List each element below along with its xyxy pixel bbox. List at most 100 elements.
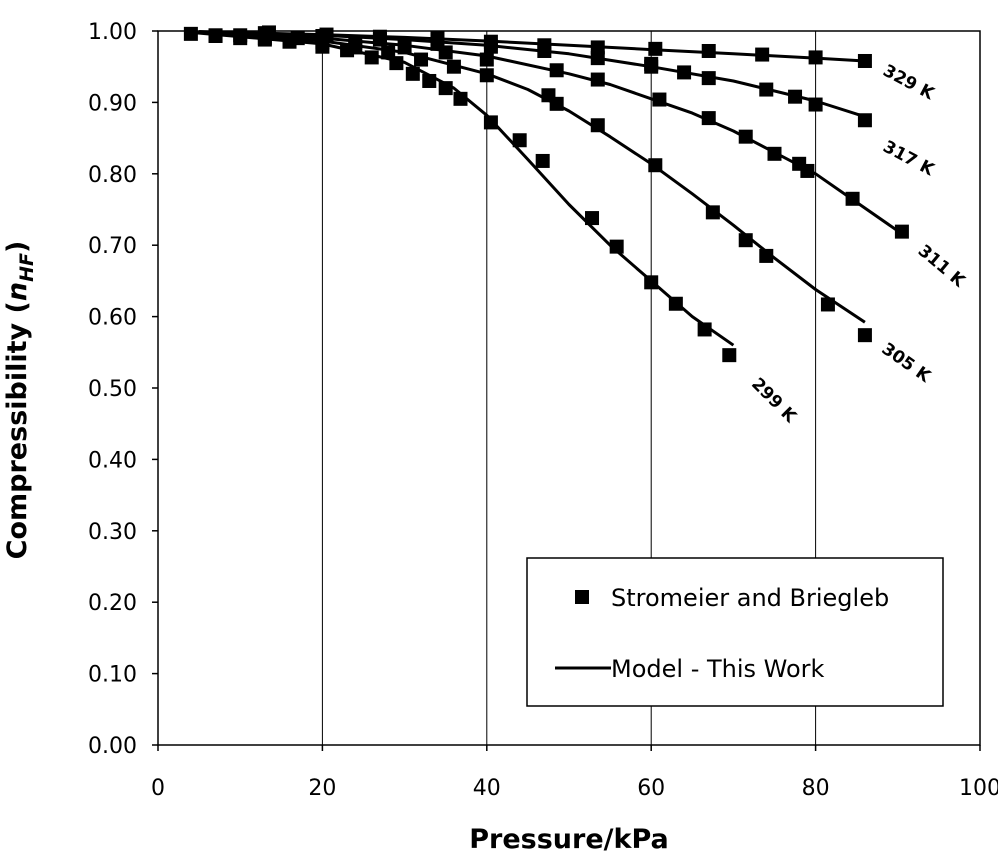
y-tick-label: 0.10 — [88, 663, 137, 688]
curve-label: 299 K — [747, 374, 800, 427]
data-point-311k — [767, 146, 782, 161]
y-tick-label: 0.50 — [88, 377, 137, 402]
data-point-311k — [845, 191, 860, 206]
y-axis-title-main: Compressibility ( — [2, 301, 33, 559]
y-tick-label: 0.40 — [88, 448, 137, 473]
data-point-317k — [590, 51, 605, 66]
data-point-305k — [857, 328, 872, 343]
model-line-311k — [199, 30, 899, 233]
model-line-299k — [190, 30, 735, 347]
axis-ticks: 0 20 40 60 80 100 0.00 0.10 0.20 0.30 0.40 0.50 0.60… — [88, 20, 998, 801]
data-point-329k — [590, 40, 605, 55]
data-point-329k — [319, 27, 334, 42]
data-point-299k — [405, 66, 420, 81]
data-point-299k — [722, 348, 737, 363]
legend-label-data: Stromeier and Briegleb — [611, 584, 889, 612]
y-axis-title-variable: n — [2, 282, 33, 301]
y-axis-title-close: ) — [2, 241, 33, 253]
data-point-305k — [549, 96, 564, 111]
data-point-317k — [857, 113, 872, 128]
model-line-305k — [198, 30, 866, 324]
curve-label: 311 K — [914, 241, 969, 292]
data-point-299k — [364, 50, 379, 65]
y-tick-label: 0.20 — [88, 591, 137, 616]
data-markers — [183, 25, 909, 363]
data-point-317k — [644, 56, 659, 71]
x-tick-label: 60 — [637, 776, 665, 801]
data-point-305k — [381, 45, 396, 60]
data-point-311k — [894, 224, 909, 239]
data-point-299k — [585, 211, 600, 226]
legend: Stromeier and Briegleb Model - This Work — [526, 557, 944, 707]
x-tick-label: 80 — [802, 776, 830, 801]
data-point-311k — [590, 72, 605, 87]
data-point-329k — [701, 43, 716, 58]
data-point-305k — [705, 205, 720, 220]
x-tick-label: 20 — [308, 776, 336, 801]
y-tick-label: 0.30 — [88, 520, 137, 545]
data-point-299k — [609, 239, 624, 254]
data-point-329k — [372, 29, 387, 44]
data-point-311k — [549, 63, 564, 78]
legend-marker-square — [575, 590, 589, 604]
data-point-329k — [755, 47, 770, 62]
y-tick-label: 0.70 — [88, 234, 137, 259]
data-point-305k — [414, 52, 429, 67]
data-point-329k — [857, 53, 872, 68]
data-point-311k — [397, 40, 412, 55]
y-axis-title: Compressibility (nHF) — [2, 241, 38, 560]
data-point-299k — [535, 153, 550, 168]
data-point-305k — [479, 68, 494, 83]
legend-label-model: Model - This Work — [611, 655, 825, 683]
data-point-305k — [208, 28, 223, 43]
data-point-305k — [738, 233, 753, 248]
y-tick-label: 1.00 — [88, 20, 137, 45]
data-point-299k — [668, 296, 683, 311]
data-point-317k — [759, 82, 774, 97]
data-point-329k — [648, 41, 663, 56]
data-point-311k — [233, 28, 248, 43]
y-tick-label: 0.80 — [88, 163, 137, 188]
data-point-299k — [422, 73, 437, 88]
data-point-311k — [701, 111, 716, 126]
data-point-311k — [738, 129, 753, 144]
data-point-305k — [648, 158, 663, 173]
data-point-317k — [701, 71, 716, 86]
data-point-311k — [348, 35, 363, 50]
data-point-299k — [453, 91, 468, 106]
curve-label: 317 K — [880, 137, 938, 181]
data-point-299k — [438, 81, 453, 96]
model-curves — [190, 30, 899, 347]
data-point-317k — [788, 89, 803, 104]
curve-label: 305 K — [878, 339, 935, 387]
data-point-299k — [389, 56, 404, 71]
data-point-311k — [479, 52, 494, 67]
x-axis-title: Pressure/kPa — [469, 824, 669, 855]
data-point-329k — [808, 50, 823, 65]
data-point-305k — [759, 248, 774, 263]
y-tick-label: 0.00 — [88, 734, 137, 759]
data-point-329k — [483, 34, 498, 49]
data-point-305k — [446, 59, 461, 74]
data-point-329k — [430, 31, 445, 46]
data-point-311k — [652, 92, 667, 107]
data-point-311k — [800, 163, 815, 178]
x-tick-label: 0 — [151, 776, 165, 801]
data-point-299k — [512, 133, 527, 148]
curve-label: 329 K — [880, 61, 938, 105]
data-point-329k — [537, 38, 552, 53]
y-tick-label: 0.60 — [88, 306, 137, 331]
data-point-317k — [808, 97, 823, 112]
data-point-317k — [677, 65, 692, 80]
x-tick-label: 100 — [959, 776, 998, 801]
data-point-305k — [820, 297, 835, 312]
y-axis-title-subscript: HF — [16, 253, 38, 282]
data-point-299k — [183, 26, 198, 41]
data-point-311k — [290, 31, 305, 46]
data-point-329k — [261, 25, 276, 40]
y-tick-label: 0.90 — [88, 91, 137, 116]
data-point-299k — [697, 322, 712, 337]
legend-box — [526, 557, 944, 707]
